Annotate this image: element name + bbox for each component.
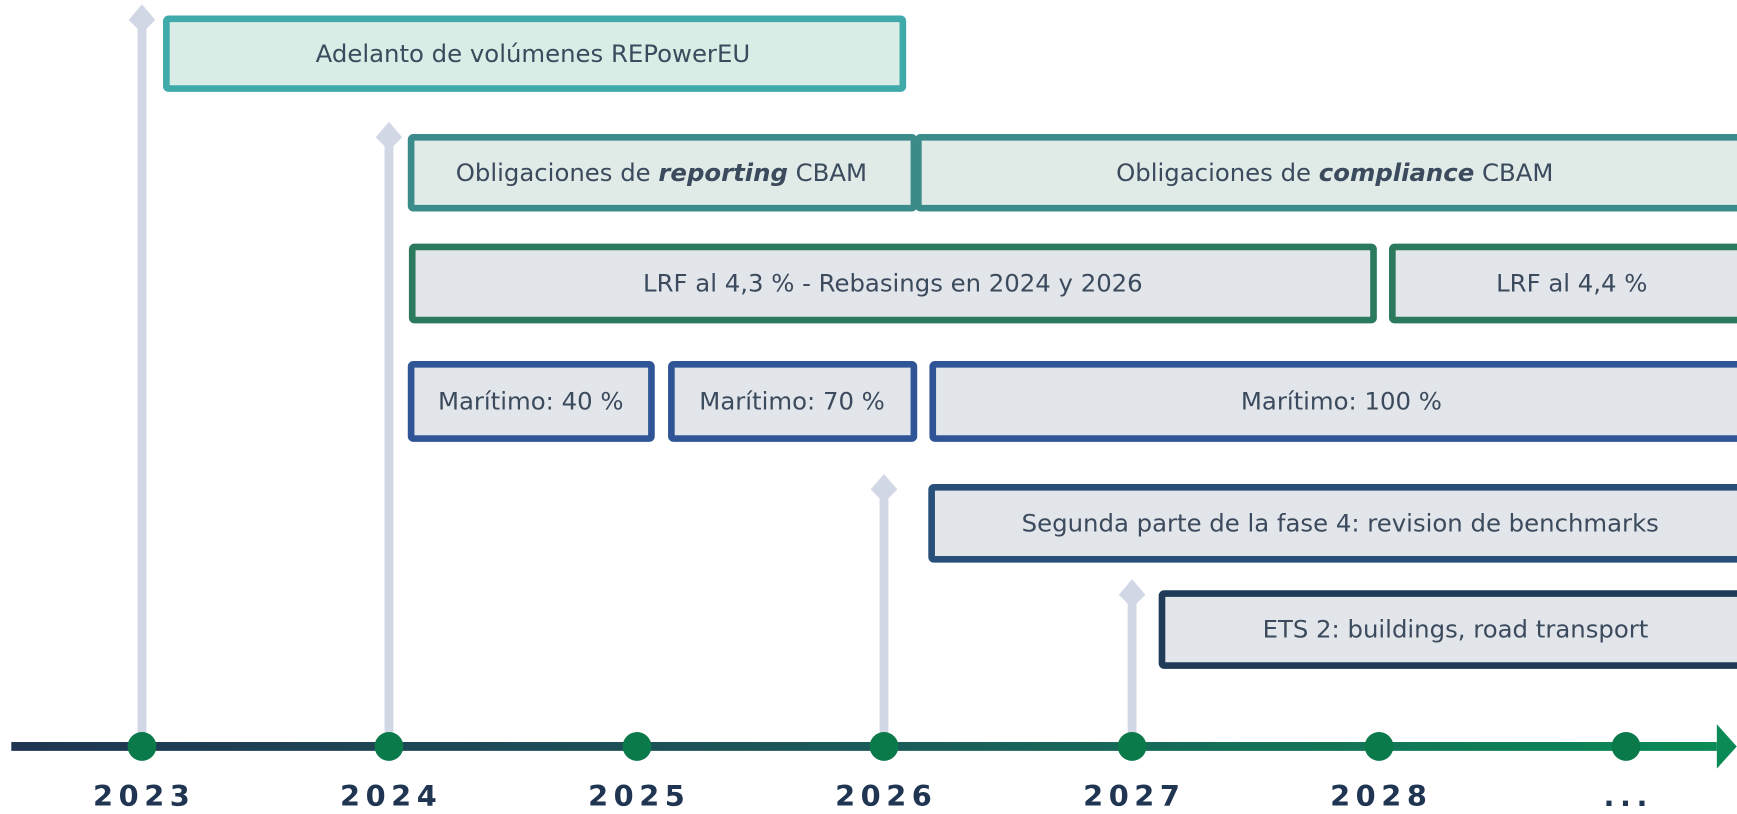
diamond [128,4,156,34]
bar [668,361,918,442]
bar-label-part: Adelanto de volúmenes REPowerEU [316,39,750,68]
bar-label: Obligaciones de reporting CBAM [456,158,867,187]
bar-label-part: Marítimo: 100 % [1241,387,1442,416]
diamond [1118,579,1146,609]
bar-label-part: CBAM [788,158,867,187]
bar-label-part: LRF al 4,4 % [1496,269,1647,298]
poles [128,4,1146,747]
year-dot [622,732,652,761]
bar-label: LRF al 4,3 % - Rebasings en 2024 y 2026 [643,269,1143,298]
bar [408,243,1377,324]
bar [407,361,655,442]
bar-label-part: compliance [1319,158,1474,187]
year-dot [127,732,157,761]
year-dot [1364,732,1394,761]
year-label: 2025 [588,779,690,813]
pole [879,489,889,747]
bar [929,361,1737,442]
bar-label: Adelanto de volúmenes REPowerEU [316,39,750,68]
bar-label: Marítimo: 70 % [699,387,885,416]
bar-label-part: ETS 2: buildings, road transport [1263,615,1649,644]
year-label: 2028 [1330,779,1432,813]
axis-line [11,742,1717,751]
bar [1389,243,1737,324]
diamond [870,474,898,503]
year-label: 2027 [1083,779,1185,813]
year-label: ... [1604,779,1653,813]
bar-label-part: Obligaciones de [456,158,659,187]
bar [407,134,918,212]
year-label: 2026 [835,779,937,813]
pole [137,19,147,747]
bar-label: Obligaciones de compliance CBAM [1116,158,1553,187]
diamond [375,121,403,151]
bar-label-part: LRF al 4,3 % - Rebasings en 2024 y 2026 [643,269,1143,298]
bar [163,15,907,92]
bar [1158,590,1737,669]
axis-arrow [1716,724,1737,769]
pole [1127,594,1137,747]
bar-label-part: CBAM [1474,158,1553,187]
bar-label-part: Obligaciones de [1116,158,1319,187]
bar [928,483,1737,563]
bar-label-part: reporting [658,158,788,187]
bar-label: Segunda parte de la fase 4: revision de … [1022,508,1659,537]
bar-label: LRF al 4,4 % [1496,269,1647,298]
bars: Adelanto de volúmenes REPowerEU Obligacio… [163,15,1737,669]
year-label: 2024 [340,779,442,813]
bar-label-part: Marítimo: 40 % [438,387,624,416]
year-dot [1117,732,1147,761]
year-dot [869,732,899,761]
year-label: 2023 [93,779,195,813]
bar-label-part: Segunda parte de la fase 4: revision de … [1022,508,1659,537]
axis: 2023 2024 2025 2026 2027 2028... [93,732,1653,813]
bar [915,134,1737,212]
year-dot [374,732,404,761]
bar-label-part: Marítimo: 70 % [699,387,885,416]
bar-label: ETS 2: buildings, road transport [1263,615,1649,644]
year-dot [1611,732,1641,761]
pole [384,137,394,747]
bar-label: Marítimo: 100 % [1241,387,1442,416]
bar-label: Marítimo: 40 % [438,387,624,416]
